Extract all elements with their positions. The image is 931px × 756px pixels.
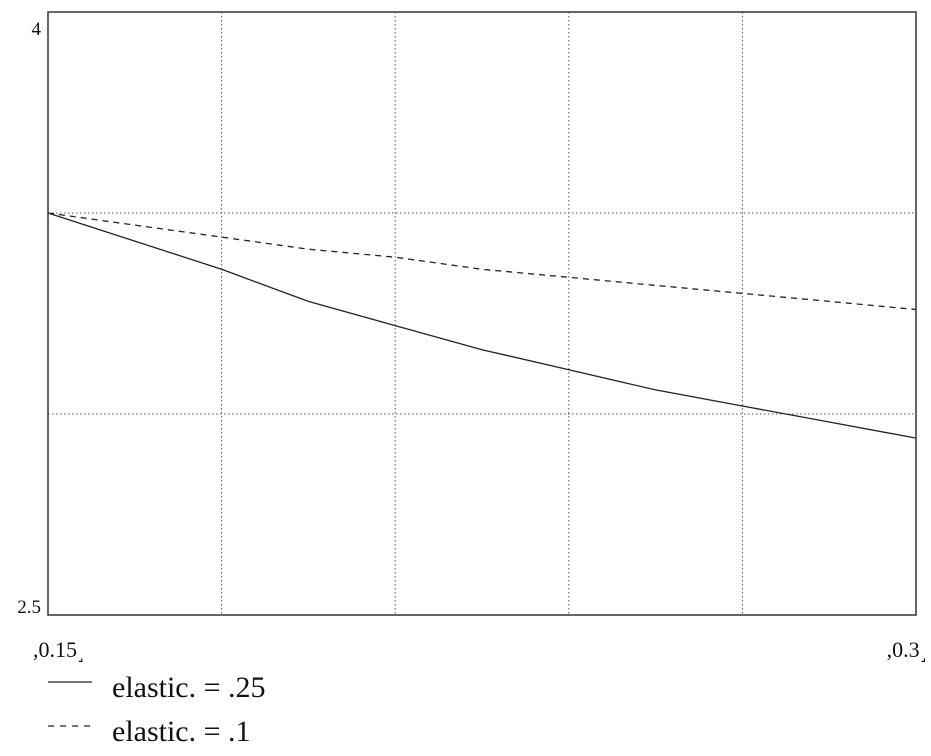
grid-lines <box>48 12 916 615</box>
legend: elastic. = .25 elastic. = .1 <box>46 668 446 756</box>
legend-item-dashed: elastic. = .1 <box>46 712 446 756</box>
x-tick-bracket-left: , <box>33 637 39 662</box>
x-tick-bracket-right: ˼ <box>77 637 84 662</box>
x-tick-label-min: ,0.15˼ <box>33 637 84 662</box>
y-tick-label-max: 4 <box>32 19 42 40</box>
plot-svg: 4 2.5 ,0.15˼ ,0.3˼ <box>17 11 927 662</box>
plot-frame <box>47 11 917 616</box>
legend-item-solid: elastic. = .25 <box>46 668 446 712</box>
legend-swatch-dashed <box>48 725 92 727</box>
y-tick-label-min: 2.5 <box>17 597 41 618</box>
series-line-dashed <box>47 212 917 311</box>
legend-label-solid: elastic. = .25 <box>112 671 266 704</box>
x-tick-value-min: 0.15 <box>39 637 78 662</box>
x-tick-bracket-right: ˼ <box>920 637 927 662</box>
series-lines <box>47 212 917 439</box>
legend-swatch-solid <box>48 681 92 683</box>
x-tick-bracket-left: , <box>887 637 893 662</box>
legend-label-dashed: elastic. = .1 <box>112 715 251 748</box>
series-line-solid <box>47 212 917 439</box>
x-tick-value-max: 0.3 <box>892 637 920 662</box>
x-tick-label-max: ,0.3˼ <box>887 637 927 662</box>
